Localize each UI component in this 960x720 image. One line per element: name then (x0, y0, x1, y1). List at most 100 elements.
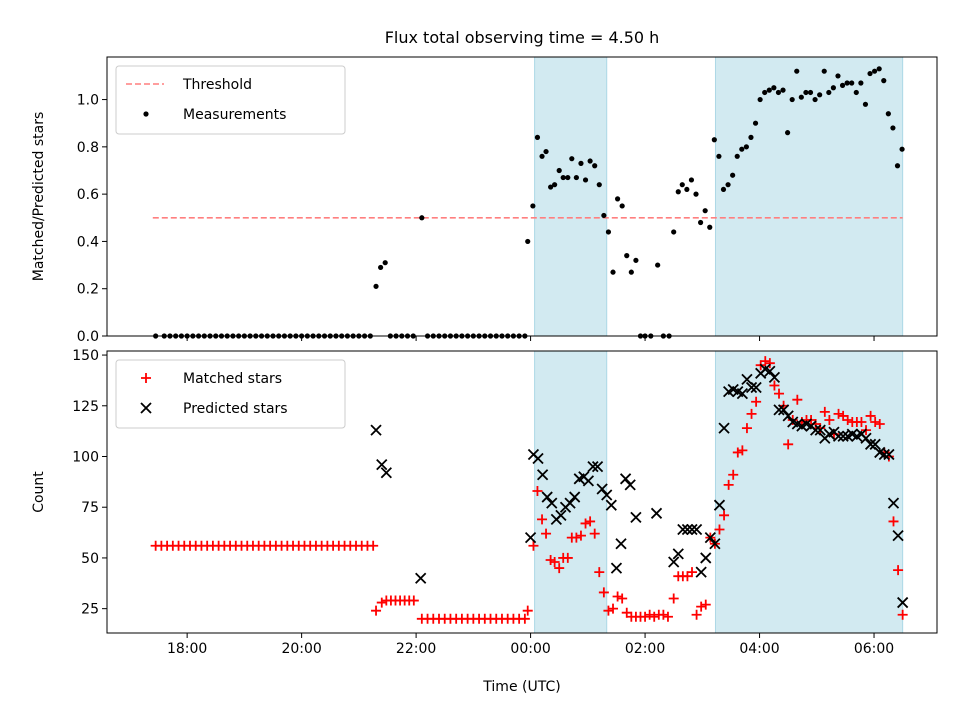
counts-series-0-point-115 (741, 423, 752, 434)
counts-series-0-point-122 (774, 388, 785, 399)
ratio-series-1-point-79 (587, 158, 593, 164)
counts-axes-frame (106, 350, 938, 634)
ratio-shaded-interval-1 (714, 56, 904, 337)
ratio-legend-label-0: Threshold (182, 77, 252, 93)
ratio-series-1-point-125 (803, 89, 809, 96)
counts-series-0-point-140 (856, 417, 867, 428)
counts-series-0-point-116 (746, 408, 757, 419)
counts-series-1-point-65 (832, 430, 845, 442)
counts-series-0-point-38 (368, 540, 379, 551)
ratio-series-1-point-137 (858, 80, 864, 86)
counts-series-0-point-147 (888, 516, 899, 527)
x-tick-label-6: 06:00 (854, 641, 894, 657)
ratio-series-1-point-119 (775, 89, 782, 96)
counts-series-1-point-24 (615, 538, 627, 550)
ratio-series-1-point-104 (707, 224, 713, 230)
counts-series-1-point-0 (370, 424, 382, 436)
counts-series-1-point-77 (887, 497, 900, 509)
ratio-series-1-point-126 (807, 89, 814, 96)
counts-legend-label-1: Predicted stars (183, 401, 288, 417)
counts-series-0-point-142 (865, 410, 876, 421)
ratio-series-1-point-108 (725, 182, 731, 188)
counts-series-1-point-3 (415, 572, 427, 584)
counts-series-0-point-82 (589, 528, 600, 539)
counts-series-0-point-124 (783, 439, 794, 450)
counts-series-1-point-47 (750, 381, 762, 394)
counts-series-1-point-1 (376, 458, 388, 471)
ratio-axes-frame (106, 56, 938, 337)
counts-series-0-point-70 (537, 514, 548, 525)
ratio-series-1-point-99 (684, 186, 690, 193)
ratio-series-1-point-103 (702, 208, 708, 214)
counts-series-0-point-104 (691, 609, 702, 620)
counts-y-tick-label-4: 125 (72, 399, 99, 415)
counts-series-1-point-44 (736, 387, 749, 400)
counts-series-0-point-66 (519, 613, 530, 624)
counts-series-0-point-111 (723, 479, 734, 490)
ratio-series-1-point-128 (817, 92, 823, 98)
x-tick-label-0: 18:00 (167, 641, 207, 657)
counts-series-1-point-31 (677, 523, 689, 536)
ratio-series-1-point-65 (525, 238, 531, 245)
ratio-series-1-point-127 (812, 96, 818, 103)
ratio-series-1-point-131 (830, 85, 836, 91)
ratio-series-1-point-114 (752, 120, 759, 126)
ratio-legend-label-1: Measurements (183, 107, 286, 123)
ratio-series-1-point-123 (794, 68, 800, 74)
counts-series-0-point-79 (575, 530, 586, 541)
ratio-series-1-point-112 (743, 144, 749, 150)
ratio-series-1-point-98 (679, 182, 685, 188)
counts-series-1-point-7 (536, 469, 549, 481)
ratio-legend-box (115, 65, 346, 135)
counts-series-0-point-103 (687, 567, 698, 578)
ratio-series-1-point-102 (697, 219, 704, 226)
ratio-series-1-point-100 (688, 177, 695, 183)
ratio-series-1-point-122 (789, 96, 795, 103)
ratio-series-1-point-115 (757, 96, 763, 103)
counts-series-0-point-93 (640, 611, 651, 622)
ratio-series-1-point-87 (624, 253, 630, 259)
ratio-series-1-point-72 (556, 167, 562, 174)
counts-series-1-point-46 (745, 381, 758, 394)
ratio-shaded-interval-0 (534, 56, 608, 337)
ratio-series-1-point-76 (573, 174, 579, 181)
counts-series-1-point-4 (524, 532, 537, 544)
ratio-series-1-point-68 (539, 153, 545, 159)
counts-legend-marker-1 (140, 402, 152, 414)
counts-series-0-point-121 (769, 380, 780, 391)
ratio-series-1-point-129 (821, 68, 827, 74)
ratio-series-1-point-117 (766, 87, 772, 93)
counts-series-0-point-83 (594, 567, 605, 578)
ratio-series-1-point-74 (565, 174, 571, 181)
ratio-series-1-point-38 (373, 283, 379, 289)
chart-title: Flux total observing time = 4.50 h (385, 28, 660, 47)
counts-series-1-point-51 (768, 371, 781, 384)
ratio-series-1-point-97 (675, 189, 681, 195)
ratio-series-1-point-81 (596, 182, 602, 188)
counts-series-1-point-13 (564, 497, 576, 509)
ratio-series-1-point-132 (835, 73, 841, 79)
counts-series-1-point-60 (810, 424, 822, 436)
counts-series-1-point-71 (860, 432, 872, 444)
counts-legend-marker-0 (141, 373, 151, 383)
counts-series-0-point-81 (585, 516, 596, 527)
ratio-series-1-point-109 (730, 172, 736, 178)
counts-series-1-point-30 (672, 548, 684, 560)
ratio-y-tick-label-5: 1.0 (77, 93, 99, 109)
ratio-series-1-point-111 (739, 146, 745, 152)
counts-series-1-point-50 (764, 365, 776, 377)
ratio-series-1-point-39 (378, 264, 384, 271)
ratio-series-1-point-66 (530, 203, 536, 209)
counts-series-0-point-76 (562, 552, 573, 563)
ratio-series-1-point-134 (844, 80, 850, 86)
ratio-series-1-point-133 (839, 82, 846, 88)
counts-series-1-point-34 (690, 523, 703, 536)
counts-series-1-point-66 (837, 430, 849, 442)
counts-series-0-point-73 (549, 556, 560, 567)
counts-series-1-point-23 (610, 562, 623, 574)
counts-y-tick-label-0: 25 (81, 602, 99, 618)
counts-series-0-point-133 (824, 414, 835, 425)
ratio-series-1-point-118 (771, 85, 777, 91)
counts-series-0-point-95 (649, 611, 660, 622)
counts-series-0-point-71 (541, 528, 552, 539)
